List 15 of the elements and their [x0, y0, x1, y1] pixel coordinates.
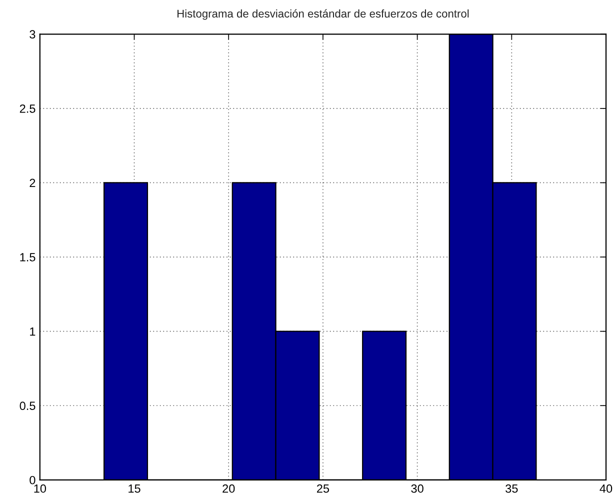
y-tick-label: 1.5	[20, 253, 36, 262]
y-tick-label: 1	[30, 327, 36, 336]
x-tick-label: 30	[411, 484, 424, 493]
y-tick-label: 3	[30, 30, 36, 39]
chart-title: Histograma de desviación estándar de esfuerzos de control	[178, 9, 469, 20]
x-tick-label: 20	[222, 484, 235, 493]
x-tick-label: 15	[128, 484, 140, 493]
y-tick-label: 0.5	[20, 402, 36, 410]
x-tick-label: 40	[600, 484, 612, 493]
x-tick-label: 25	[316, 484, 330, 493]
y-tick-label: 2	[30, 178, 36, 188]
x-tick-label: 35	[506, 484, 518, 493]
y-tick-label: 0	[30, 476, 36, 484]
y-tick-label: 2.5	[20, 104, 36, 113]
x-tick-label: 10	[34, 484, 46, 493]
